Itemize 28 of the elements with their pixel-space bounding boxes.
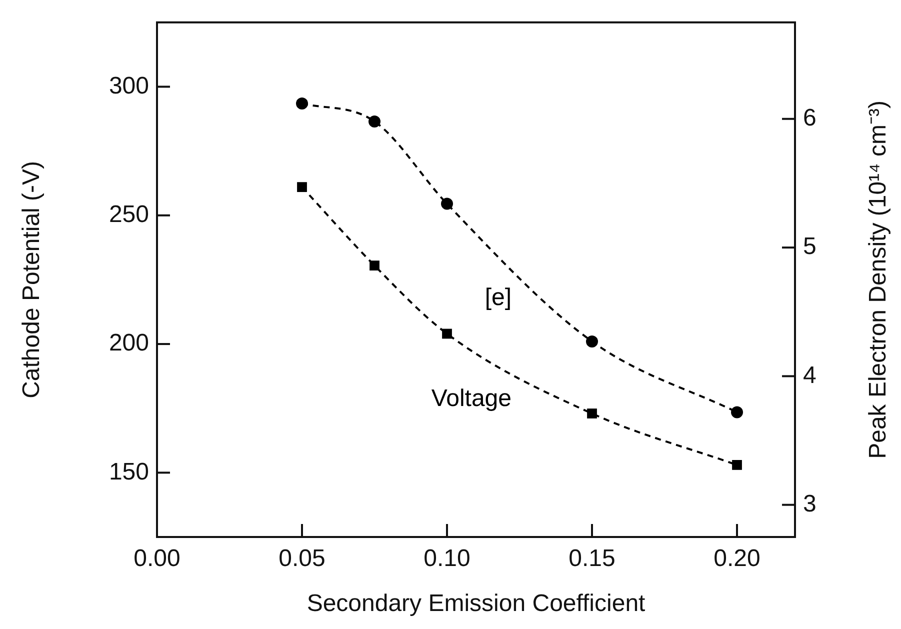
y-tick-label: 200 bbox=[108, 330, 149, 357]
x-tick-label: 0.05 bbox=[278, 545, 326, 572]
x-tick-label: 0.10 bbox=[424, 545, 470, 572]
point bbox=[370, 260, 380, 270]
y2-tick-label: 3 bbox=[803, 490, 816, 518]
point bbox=[732, 460, 742, 470]
point bbox=[296, 97, 308, 110]
x-axis-title: Secondary Emission Coefficient bbox=[306, 590, 646, 618]
y-tick-label: 250 bbox=[108, 201, 149, 228]
x-tick-label: 0.15 bbox=[568, 545, 616, 572]
y2-tick-label: 6 bbox=[803, 104, 816, 132]
y-tick-label: 300 bbox=[108, 72, 149, 100]
point bbox=[731, 406, 743, 418]
point bbox=[442, 328, 452, 339]
point bbox=[368, 115, 380, 128]
point bbox=[297, 182, 307, 192]
y-axis-title: Cathode Potential (-V) bbox=[18, 160, 46, 398]
y2-axis-title: Peak Electron Density (10¹⁴ cm⁻³) bbox=[864, 100, 892, 459]
x-tick-label: 0.00 bbox=[134, 545, 180, 572]
y2-tick-label: 5 bbox=[803, 233, 816, 260]
point bbox=[587, 408, 597, 418]
x-tick-label: 0.20 bbox=[714, 545, 760, 572]
point bbox=[586, 335, 598, 348]
series-label: Voltage bbox=[431, 385, 512, 412]
y2-tick-label: 4 bbox=[803, 362, 816, 389]
y-tick-label: 150 bbox=[108, 458, 149, 486]
series-label: [e] bbox=[484, 284, 512, 312]
point bbox=[441, 198, 453, 210]
